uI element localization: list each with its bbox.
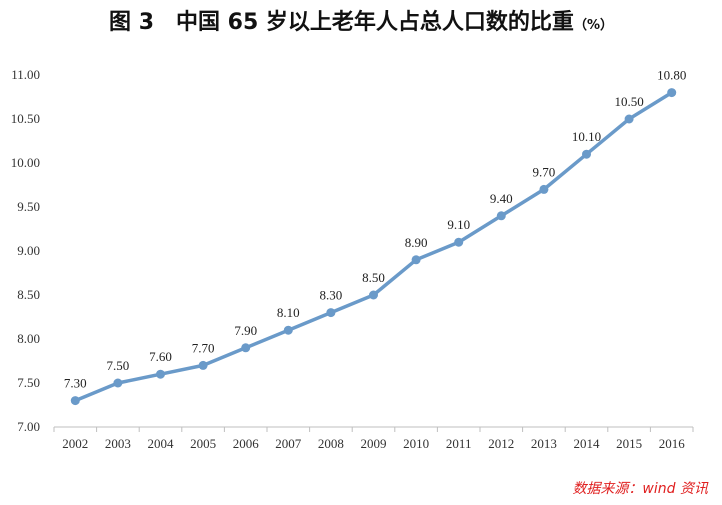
data-label: 7.60 bbox=[149, 349, 172, 364]
data-point bbox=[624, 114, 634, 124]
chart-title: 图 3 中国 65 岁以上老年人占总人口数的比重（%） bbox=[0, 4, 722, 36]
data-label: 10.50 bbox=[614, 94, 643, 109]
data-point bbox=[156, 369, 165, 379]
data-point bbox=[539, 184, 549, 194]
x-tick-label: 2003 bbox=[105, 436, 131, 451]
data-label: 9.40 bbox=[490, 191, 513, 206]
data-source: 数据来源：wind 资讯 bbox=[572, 481, 708, 497]
x-tick-label: 2006 bbox=[233, 436, 260, 451]
data-label: 8.50 bbox=[362, 270, 385, 285]
x-tick-label: 2012 bbox=[488, 436, 514, 451]
x-tick-label: 2008 bbox=[318, 436, 344, 451]
data-point bbox=[283, 325, 293, 335]
data-label: 9.10 bbox=[447, 217, 470, 232]
x-tick-label: 2015 bbox=[616, 436, 642, 451]
x-tick-label: 2014 bbox=[574, 436, 601, 451]
data-point bbox=[198, 360, 208, 370]
x-tick-label: 2005 bbox=[190, 436, 216, 451]
x-tick-label: 2004 bbox=[148, 436, 175, 451]
y-tick-label: 7.50 bbox=[17, 375, 40, 390]
title-unit: （%） bbox=[573, 18, 613, 33]
data-point bbox=[411, 255, 421, 265]
data-label: 8.10 bbox=[277, 305, 300, 320]
data-label: 10.80 bbox=[657, 68, 686, 83]
title-main: 中国 65 岁以上老年人占总人口数的比重 bbox=[176, 10, 574, 35]
data-point bbox=[454, 237, 464, 247]
data-label: 7.30 bbox=[64, 376, 87, 391]
y-tick-label: 7.00 bbox=[17, 419, 40, 434]
y-tick-label: 8.50 bbox=[17, 287, 40, 302]
y-tick-label: 10.00 bbox=[11, 155, 40, 170]
data-point bbox=[369, 290, 378, 300]
y-tick-label: 10.50 bbox=[11, 111, 40, 126]
x-tick-label: 2007 bbox=[275, 436, 302, 451]
data-point bbox=[241, 343, 251, 353]
x-tick-label: 2011 bbox=[446, 436, 472, 451]
data-label: 8.90 bbox=[405, 235, 428, 250]
data-label: 9.70 bbox=[533, 164, 556, 179]
y-tick-label: 9.50 bbox=[17, 199, 40, 214]
y-tick-label: 8.00 bbox=[17, 331, 40, 346]
x-tick-label: 2009 bbox=[361, 436, 387, 451]
data-point bbox=[70, 396, 80, 406]
data-label: 8.30 bbox=[320, 288, 343, 303]
figure-number: 图 3 bbox=[109, 10, 154, 35]
data-label: 7.90 bbox=[234, 323, 257, 338]
data-point bbox=[667, 88, 677, 98]
data-label: 10.10 bbox=[572, 129, 601, 144]
data-point bbox=[496, 211, 506, 221]
y-tick-label: 11.00 bbox=[11, 67, 40, 82]
x-tick-label: 2016 bbox=[659, 436, 686, 451]
data-label: 7.70 bbox=[192, 340, 215, 355]
x-tick-label: 2010 bbox=[403, 436, 429, 451]
data-label: 7.50 bbox=[107, 358, 130, 373]
data-point bbox=[326, 308, 336, 318]
data-point bbox=[113, 378, 123, 388]
data-point bbox=[582, 149, 591, 159]
y-tick-label: 9.00 bbox=[17, 243, 40, 258]
x-tick-label: 2013 bbox=[531, 436, 557, 451]
x-tick-label: 2002 bbox=[62, 436, 88, 451]
